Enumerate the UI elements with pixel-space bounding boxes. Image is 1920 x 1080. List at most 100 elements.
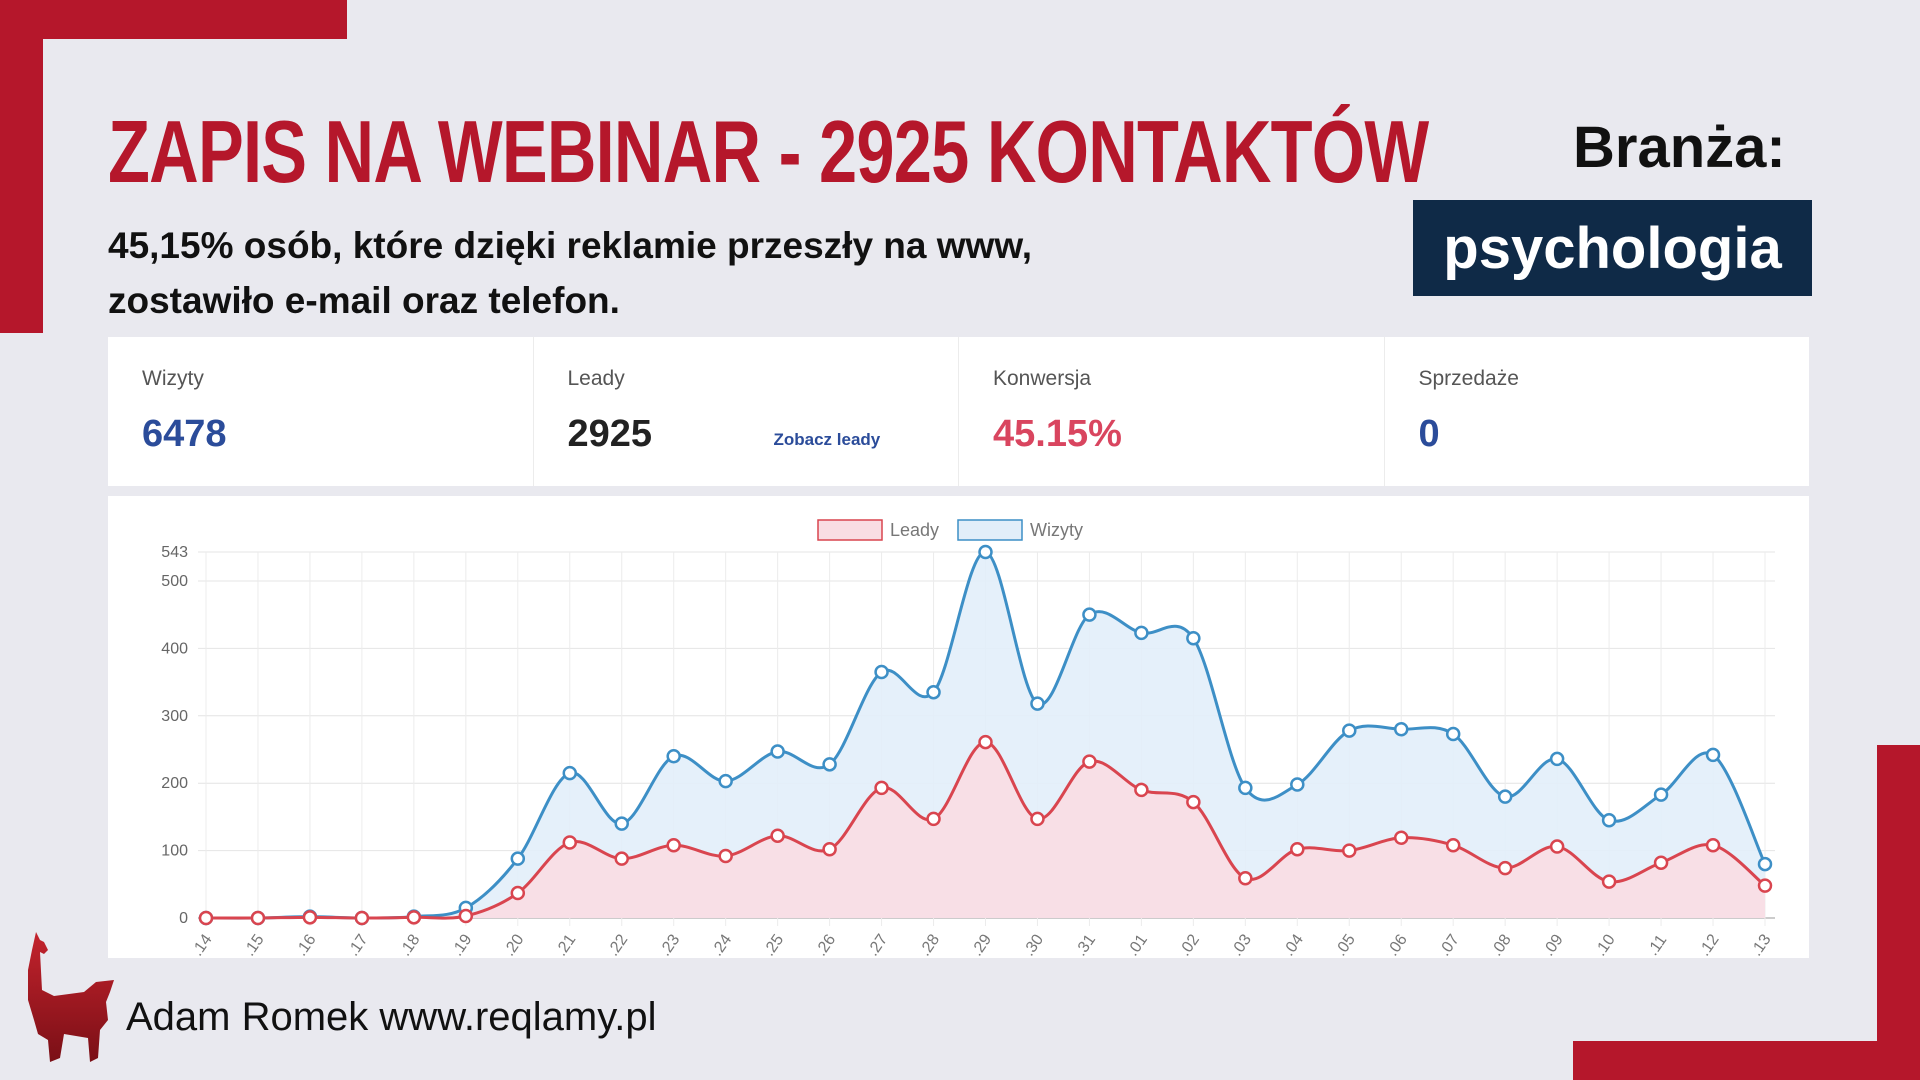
data-point-leady <box>874 780 889 796</box>
data-point-leady <box>1653 855 1669 870</box>
stat-leads: Leady 2925 Zobacz leady <box>534 337 959 486</box>
x-tick-label: .22 <box>605 931 632 958</box>
y-tick-label: 543 <box>161 544 188 561</box>
stats-panel: Wizyty 6478 Leady 2925 Zobacz leady Konw… <box>108 337 1809 486</box>
data-point-leady <box>1549 839 1565 854</box>
subtitle-line-2: zostawiło e-mail oraz telefon. <box>108 280 620 321</box>
data-point-wizyty <box>926 684 941 700</box>
data-point-leady <box>1393 830 1409 846</box>
x-tick-label: .28 <box>917 931 944 958</box>
area-leady <box>206 742 1765 919</box>
x-tick-label: .04 <box>1280 931 1307 958</box>
x-tick-label: .11 <box>1644 932 1670 958</box>
data-point-leady <box>1705 837 1721 853</box>
data-point-wizyty <box>978 544 993 560</box>
data-point-leady <box>1757 878 1773 893</box>
x-tick-label: .07 <box>1436 931 1463 958</box>
industry-badge: psychologia <box>1413 200 1812 296</box>
data-point-leady <box>562 835 578 850</box>
data-point-leady <box>926 811 941 827</box>
x-tick-label: .18 <box>397 931 424 958</box>
data-point-wizyty <box>1705 747 1721 763</box>
data-point-leady <box>978 734 993 750</box>
y-tick-label: 200 <box>161 775 188 792</box>
data-point-wizyty <box>1757 856 1773 872</box>
data-point-wizyty <box>1445 726 1461 742</box>
data-point-wizyty <box>822 757 837 772</box>
data-point-leady <box>1601 874 1617 889</box>
x-tick-label: .23 <box>657 931 684 958</box>
x-tick-label: .03 <box>1228 931 1255 958</box>
x-tick-label: .29 <box>968 931 995 958</box>
data-point-wizyty <box>1342 723 1357 738</box>
x-tick-label: .09 <box>1540 931 1567 958</box>
footer-credit: Adam Romek www.reqlamy.pl <box>126 995 657 1039</box>
industry-label: Branża: <box>1573 115 1786 180</box>
legend-label-leady: Leady <box>890 520 939 540</box>
stat-value: 45.15% <box>993 413 1122 455</box>
y-tick-label: 400 <box>161 640 188 657</box>
x-tick-label: .08 <box>1488 931 1515 958</box>
x-tick-label: .15 <box>241 931 268 958</box>
x-tick-label: .19 <box>449 931 476 958</box>
data-point-wizyty <box>1290 777 1305 792</box>
corner-decoration-right <box>1877 745 1920 1080</box>
data-point-leady <box>1082 754 1097 769</box>
data-point-leady <box>1497 860 1513 876</box>
x-tick-label: .16 <box>293 931 320 958</box>
page-title: ZAPIS NA WEBINAR - 2925 KONTAKTÓW <box>108 102 1429 201</box>
data-point-wizyty <box>1653 787 1669 802</box>
data-point-leady <box>354 910 370 926</box>
x-tick-label: .12 <box>1696 931 1723 958</box>
data-point-wizyty <box>718 773 733 789</box>
x-tick-label: .30 <box>1020 931 1047 958</box>
stat-visits: Wizyty 6478 <box>108 337 534 486</box>
data-point-wizyty <box>770 744 785 759</box>
data-point-leady <box>718 848 733 864</box>
data-point-leady <box>302 910 318 925</box>
corner-decoration-bottom <box>1573 1041 1920 1080</box>
stat-label: Sprzedaże <box>1418 367 1519 390</box>
x-tick-label: .10 <box>1592 931 1619 958</box>
data-point-leady <box>666 837 681 853</box>
data-point-wizyty <box>1186 631 1201 646</box>
data-point-leady <box>1030 811 1045 827</box>
chart-panel: 0 100 200 300 400 500 543 .14 .15 .16 .17 .18 .19 .20… <box>108 496 1809 959</box>
x-tick-label: .17 <box>345 931 372 958</box>
stat-value: 0 <box>1418 413 1440 455</box>
x-tick-label: .06 <box>1384 931 1411 958</box>
x-tick-label: .13 <box>1748 931 1775 958</box>
corner-decoration-left <box>0 0 43 333</box>
data-point-wizyty <box>1082 607 1097 622</box>
view-leads-link[interactable]: Zobacz leady <box>773 430 881 449</box>
data-point-leady <box>1238 870 1253 886</box>
stat-label: Wizyty <box>142 367 204 390</box>
data-point-leady <box>510 885 526 901</box>
x-tick-label: .25 <box>761 931 788 958</box>
stat-value: 2925 <box>567 413 653 455</box>
data-point-wizyty <box>1238 780 1253 796</box>
data-point-leady <box>458 908 474 924</box>
data-point-leady <box>1445 837 1461 853</box>
data-point-leady <box>198 910 214 926</box>
stat-conversion: Konwersja 45.15% <box>959 337 1385 486</box>
data-point-leady <box>614 851 629 866</box>
legend-swatch <box>817 519 883 541</box>
data-point-leady <box>1342 843 1357 858</box>
x-tick-label: .01 <box>1124 931 1151 958</box>
data-point-wizyty <box>562 765 578 781</box>
x-tick-label: .05 <box>1332 931 1359 958</box>
data-point-wizyty <box>666 748 681 764</box>
y-tick-label: 0 <box>179 910 188 927</box>
x-tick-label: .31 <box>1072 931 1099 958</box>
data-point-wizyty <box>1030 696 1045 711</box>
x-tick-label: .20 <box>501 931 528 958</box>
llama-logo-icon <box>28 932 114 1062</box>
stat-sales: Sprzedaże 0 <box>1385 337 1810 486</box>
line-chart: 0 100 200 300 400 500 543 .14 .15 .16 .17 .18 .19 .20… <box>161 519 1775 959</box>
x-tick-label: .27 <box>865 931 892 958</box>
data-point-leady <box>822 841 837 857</box>
y-tick-label: 500 <box>161 573 188 590</box>
x-tick-label: .24 <box>709 931 736 958</box>
y-tick-label: 100 <box>161 843 188 860</box>
